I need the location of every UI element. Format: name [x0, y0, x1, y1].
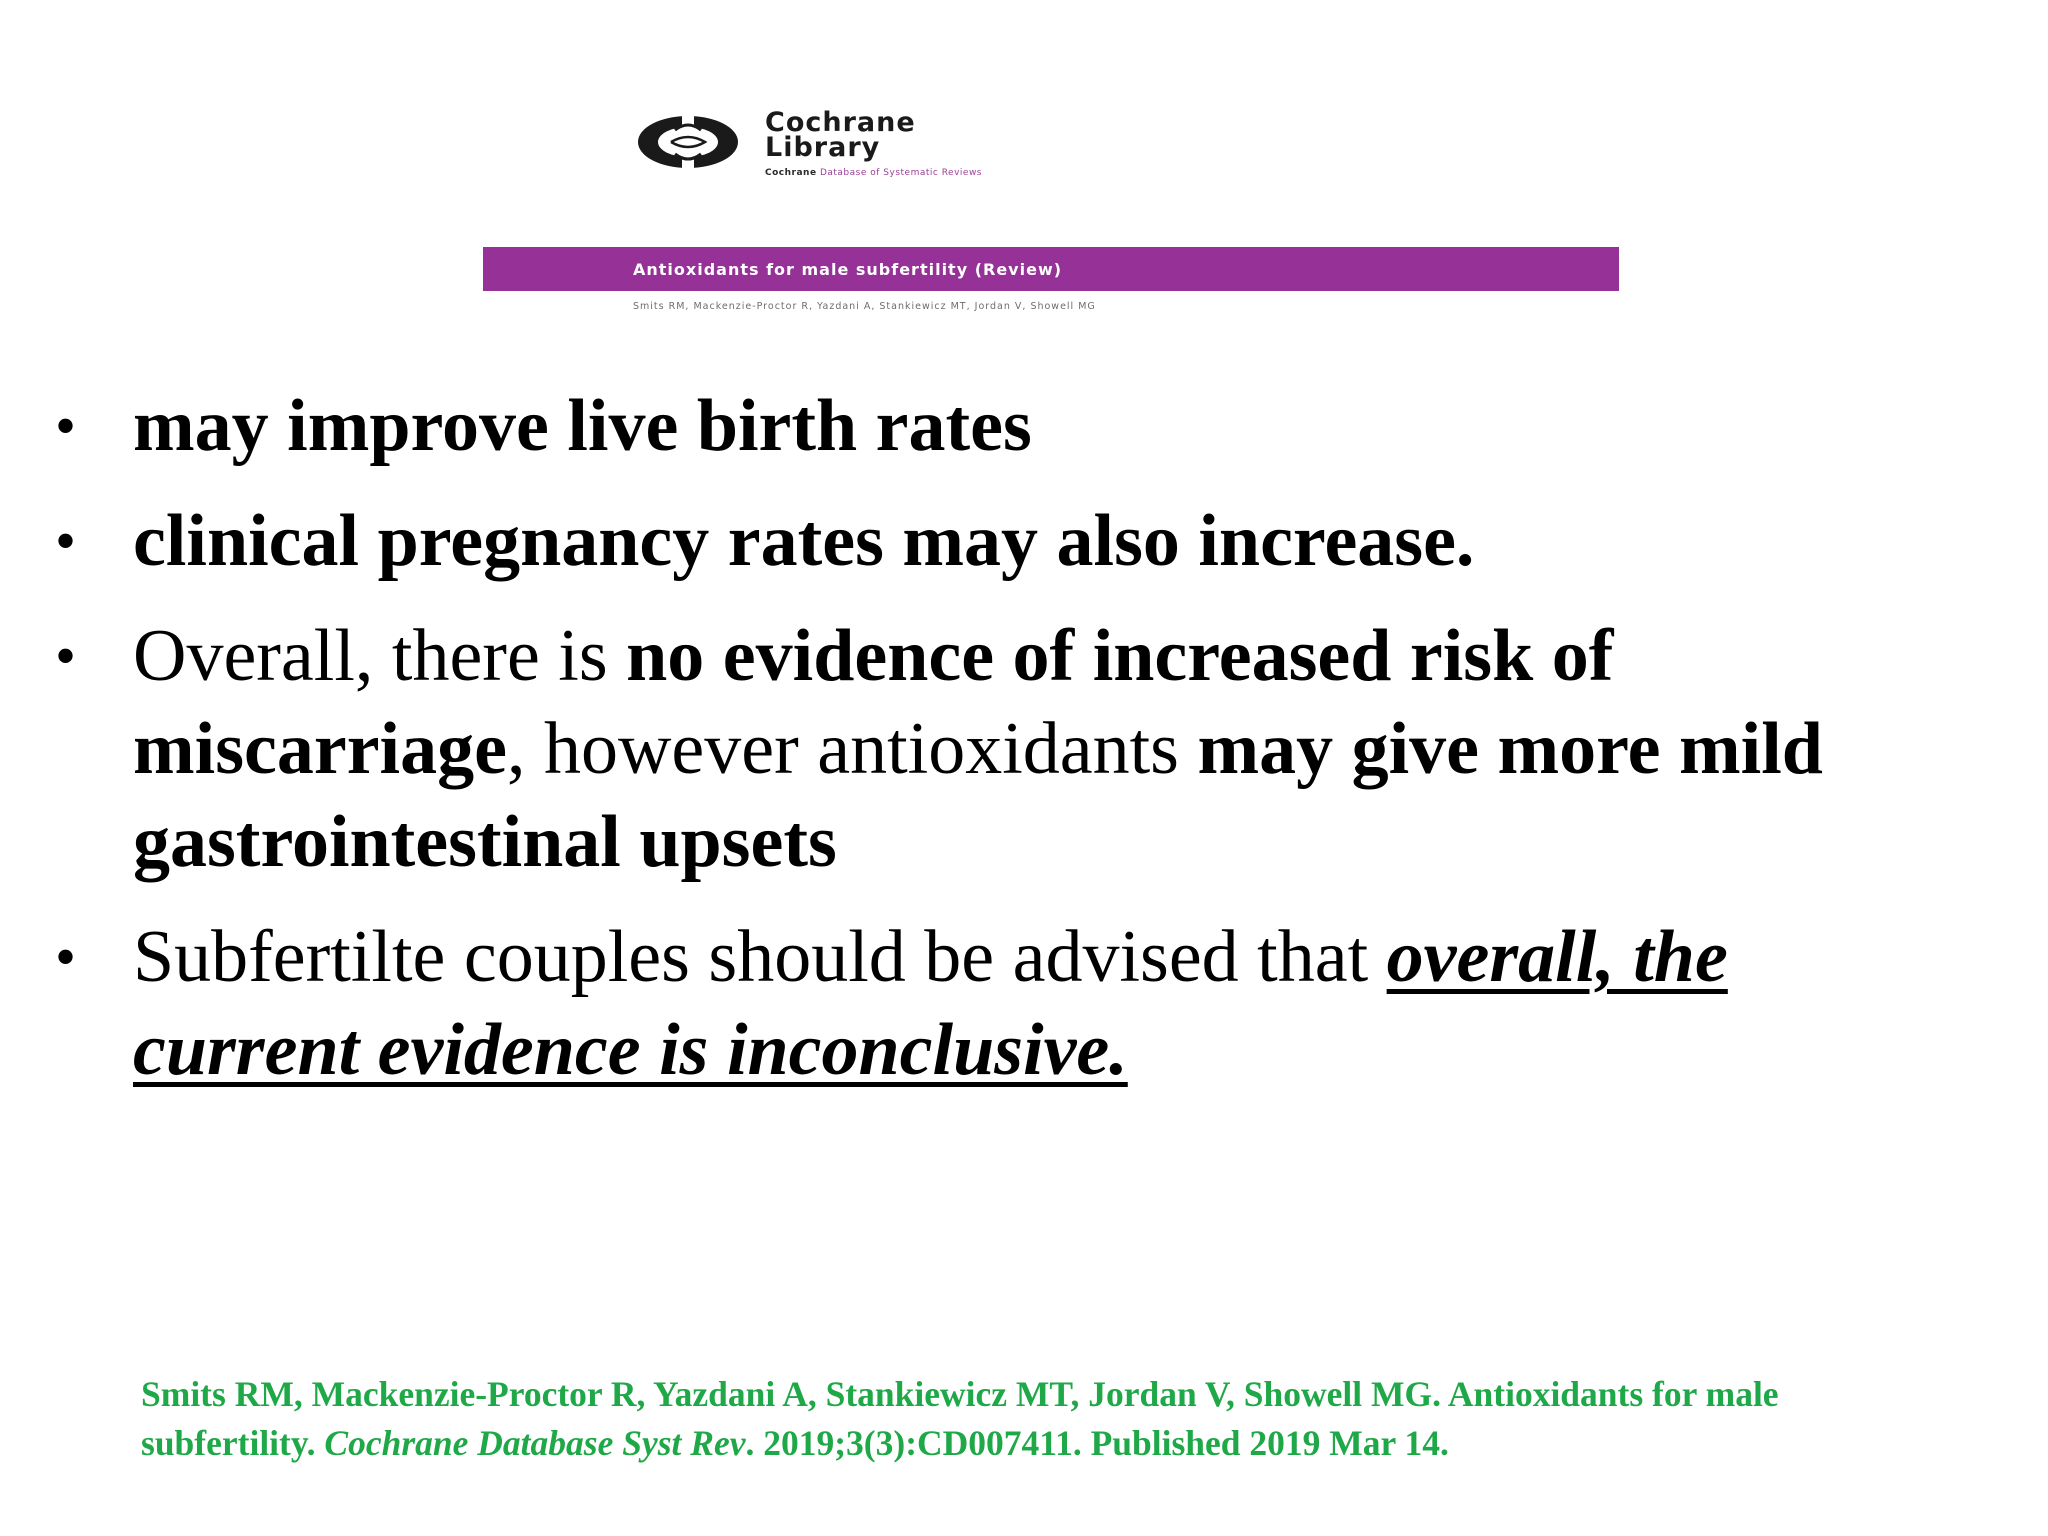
cochrane-review-banner: Cochrane Library Cochrane Database of Sy… [483, 100, 1619, 320]
cochrane-logo: Cochrane Library Cochrane Database of Sy… [633, 107, 982, 178]
bullet-text-pregnancy: clinical pregnancy rates may also increa… [133, 500, 1475, 582]
review-title: Antioxidants for male subfertility (Revi… [633, 260, 1063, 279]
logo-text: Cochrane Library Cochrane Database of Sy… [765, 107, 982, 178]
citation-details: . 2019;3(3):CD007411. Published 2019 Mar… [745, 1423, 1449, 1463]
bullet-item: • clinical pregnancy rates may also incr… [55, 495, 1955, 588]
bullet-text-inconclusive: overall, the current evidence is inconcl… [133, 916, 1728, 1091]
bullet-text-advice: Subfertilte couples should be advised th… [133, 916, 1387, 998]
bullet-text-however: , however antioxidants [506, 708, 1198, 790]
bullet-item: • Subfertilte couples should be advised … [55, 911, 1955, 1097]
bullet-text-live-birth: may improve live birth rates [133, 385, 1032, 467]
bullet-symbol: • [55, 393, 77, 459]
bullet-text-gi-upsets: may give more mild gastrointestinal upse… [133, 708, 1823, 883]
cochrane-logo-icon [638, 114, 738, 170]
citation-authors-title: Smits RM, Mackenzie-Proctor R, Yazdani A… [141, 1374, 1779, 1463]
review-title-bar: Antioxidants for male subfertility (Revi… [483, 247, 1619, 291]
logo-subtitle: Cochrane Database of Systematic Reviews [765, 168, 982, 178]
citation: Smits RM, Mackenzie-Proctor R, Yazdani A… [141, 1370, 1961, 1468]
bullet-text-no-evidence: no evidence of increased risk of miscarr… [133, 615, 1614, 790]
citation-journal: Cochrane Database Syst Rev [324, 1423, 746, 1463]
review-authors: Smits RM, Mackenzie-Proctor R, Yazdani A… [633, 301, 1096, 312]
bullet-symbol: • [55, 924, 77, 990]
bullet-symbol: • [55, 623, 77, 689]
bullet-symbol: • [55, 508, 77, 574]
bullet-list: • may improve live birth rates • clinica… [55, 380, 1955, 1119]
logo-name-line1: Cochrane [765, 107, 916, 138]
bullet-text-overall: Overall, there is [133, 615, 627, 697]
logo-subtitle-rest: Database of Systematic Reviews [819, 168, 982, 178]
bullet-item: • may improve live birth rates [55, 380, 1955, 473]
logo-name-line2: Library [765, 132, 881, 163]
bullet-item: • Overall, there is no evidence of incre… [55, 610, 1955, 889]
logo-subtitle-bold: Cochrane [765, 168, 817, 178]
